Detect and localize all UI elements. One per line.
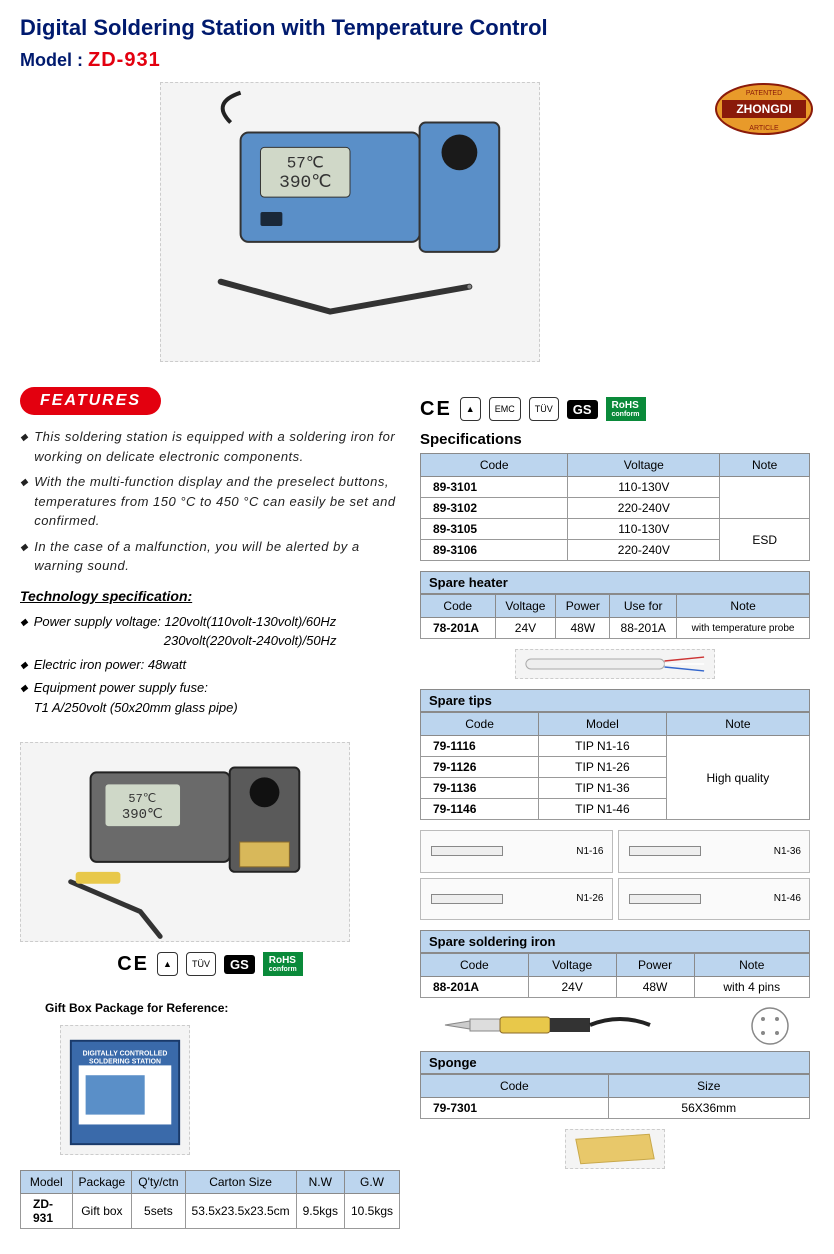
spare-tips-table: Code Model Note 79-1116TIP N1-16High qua…: [420, 712, 810, 820]
iron-image: [420, 1008, 810, 1043]
ce-icon: CE: [420, 398, 452, 421]
table-row: 89-3101110-130V: [421, 477, 810, 498]
sponge-code: 79-7301: [421, 1098, 609, 1119]
heater-code: 78-201A: [421, 618, 496, 639]
col-note: Note: [666, 713, 809, 736]
sponge-table: Code Size 79-7301 56X36mm: [420, 1074, 810, 1119]
feature-item: ◆With the multi-function display and the…: [20, 472, 400, 531]
col-code: Code: [421, 713, 539, 736]
col-model: Model: [539, 713, 667, 736]
iron-note: with 4 pins: [694, 977, 810, 998]
sponge-title: Sponge: [420, 1051, 810, 1074]
tech-item: ◆Power supply voltage: 120volt(110volt-1…: [20, 612, 400, 651]
cert-triangle-icon: ▲: [460, 397, 481, 421]
svg-text:ZHONGDI: ZHONGDI: [736, 102, 791, 116]
specs-title: Specifications: [420, 431, 810, 448]
svg-text:DIGITALLY CONTROLLED: DIGITALLY CONTROLLED: [83, 1051, 168, 1058]
tech-spec-title: Technology specification:: [20, 588, 400, 604]
cert-row-right: CE ▲ EMC TÜV GS RoHSconform: [420, 397, 810, 421]
cert-row-left: CE ▲ TÜV GS RoHSconform: [20, 952, 400, 976]
tip-diagrams: N1-16 N1-36 N1-26 N1-46: [420, 830, 810, 920]
product-main-image: 57℃ 390℃: [160, 82, 540, 362]
features-badge: FEATURES: [20, 387, 161, 415]
svg-text:390℃: 390℃: [279, 173, 331, 193]
pin-connector-icon: [750, 1006, 790, 1046]
heater-note: with temperature probe: [677, 618, 810, 639]
col-code: Code: [421, 454, 568, 477]
feature-item: ◆In the case of a malfunction, you will …: [20, 537, 400, 576]
iron-voltage: 24V: [528, 977, 616, 998]
brand-logo: ZHONGDI PATENTED ARTICLE: [714, 82, 814, 137]
heater-power: 48W: [556, 618, 610, 639]
svg-text:ARTICLE: ARTICLE: [749, 125, 779, 132]
table-row: 79-1116TIP N1-16High quality: [421, 736, 810, 757]
gs-icon: GS: [224, 955, 255, 974]
spare-iron-title: Spare soldering iron: [420, 930, 810, 953]
col-voltage: Voltage: [568, 454, 720, 477]
tech-item: ◆Equipment power supply fuse: T1 A/250vo…: [20, 678, 400, 717]
iron-power: 48W: [616, 977, 694, 998]
col-note: Note: [720, 454, 810, 477]
cert-triangle-icon: ▲: [157, 952, 178, 976]
spare-iron-table: CodeVoltagePowerNote 88-201A 24V 48W wit…: [420, 953, 810, 998]
ce-icon: CE: [117, 953, 149, 976]
gift-box-image: DIGITALLY CONTROLLED SOLDERING STATION: [60, 1025, 190, 1155]
spare-tips-title: Spare tips: [420, 689, 810, 712]
model-code: ZD-931: [88, 49, 161, 71]
rohs-icon: RoHSconform: [606, 397, 646, 421]
svg-text:57℃: 57℃: [287, 154, 324, 172]
feature-item: ◆This soldering station is equipped with…: [20, 427, 400, 466]
sponge-image: [565, 1129, 665, 1169]
heater-voltage: 24V: [495, 618, 556, 639]
product-second-image: 57℃ 390℃: [20, 742, 350, 942]
iron-code: 88-201A: [421, 977, 529, 998]
tech-item: ◆Electric iron power: 48watt: [20, 655, 400, 675]
heater-usefor: 88-201A: [610, 618, 677, 639]
sponge-size: 56X36mm: [608, 1098, 809, 1119]
cert-emc-icon: EMC: [489, 397, 521, 421]
svg-text:SOLDERING STATION: SOLDERING STATION: [89, 1058, 161, 1065]
svg-text:57℃: 57℃: [128, 792, 156, 806]
package-table: ModelPackageQ'ty/ctnCarton SizeN.WG.W ZD…: [20, 1170, 400, 1229]
col-size: Size: [608, 1075, 809, 1098]
tip-diag-n1-26: N1-26: [420, 878, 613, 921]
tip-diag-n1-36: N1-36: [618, 830, 811, 873]
cert-tuv-icon: TÜV: [186, 952, 216, 976]
svg-text:390℃: 390℃: [122, 807, 163, 823]
model-line: Model : ZD-931: [20, 49, 814, 72]
gs-icon: GS: [567, 400, 598, 419]
cert-tuv-icon: TÜV: [529, 397, 559, 421]
gift-box-title: Gift Box Package for Reference:: [45, 1001, 400, 1015]
page-title: Digital Soldering Station with Temperatu…: [20, 15, 814, 41]
specs-table: Code Voltage Note 89-3101110-130V89-3102…: [420, 453, 810, 561]
tip-diag-n1-46: N1-46: [618, 878, 811, 921]
rohs-icon: RoHSconform: [263, 952, 303, 976]
spare-heater-table: CodeVoltagePowerUse forNote 78-201A 24V …: [420, 594, 810, 639]
model-label: Model :: [20, 50, 88, 70]
table-row: 89-3105110-130VESD: [421, 519, 810, 540]
tip-diag-n1-16: N1-16: [420, 830, 613, 873]
spare-heater-title: Spare heater: [420, 571, 810, 594]
col-code: Code: [421, 1075, 609, 1098]
heater-image: [515, 649, 715, 679]
svg-text:PATENTED: PATENTED: [746, 90, 782, 97]
